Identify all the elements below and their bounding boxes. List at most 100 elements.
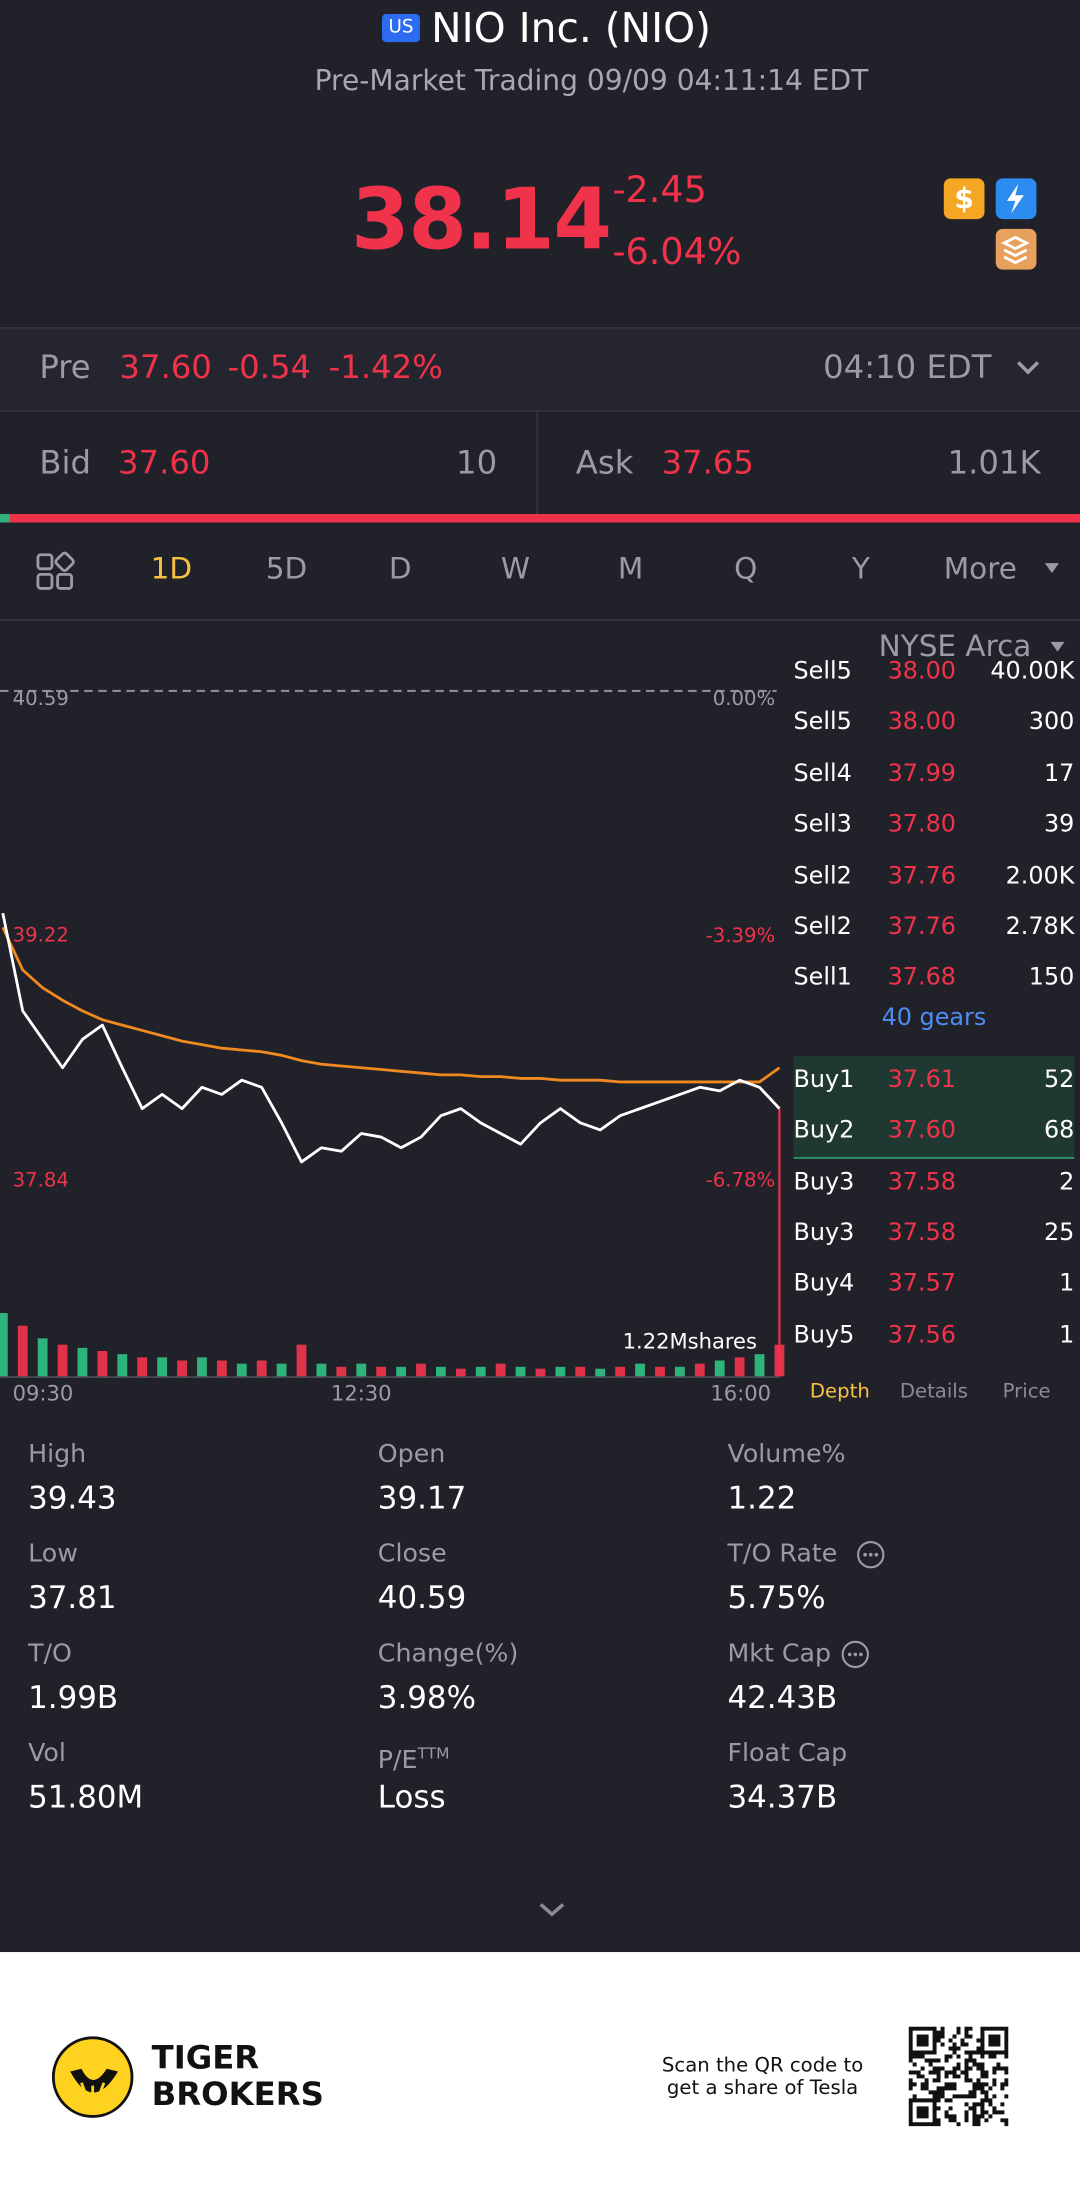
stat-value: 42.43B bbox=[727, 1680, 838, 1716]
pre-change-pct: -1.42% bbox=[328, 349, 443, 387]
dollar-icon[interactable]: $ bbox=[943, 178, 985, 220]
volume-bar bbox=[694, 1363, 705, 1377]
volume-bar bbox=[455, 1368, 466, 1377]
period-tab[interactable]: 1D bbox=[150, 552, 193, 587]
session-subtitle: Pre-Market Trading 09/09 04:11:14 EDT bbox=[314, 63, 869, 97]
dot bbox=[848, 1652, 852, 1657]
pre-chevron[interactable] bbox=[1014, 354, 1042, 382]
dot bbox=[853, 1652, 858, 1657]
flash-icon[interactable] bbox=[995, 178, 1037, 220]
ask-price: 37.65 bbox=[661, 445, 754, 482]
triangle bbox=[1050, 641, 1065, 652]
pre-time: 04:10 EDT bbox=[823, 349, 992, 387]
period-tab[interactable]: W bbox=[500, 552, 530, 587]
volume-bar bbox=[615, 1366, 626, 1377]
period-tab[interactable]: Y bbox=[851, 552, 870, 587]
volume-bar bbox=[714, 1360, 725, 1377]
footer bbox=[0, 1952, 1080, 2203]
qr-caption: get a share of Tesla bbox=[666, 2077, 859, 2100]
ask-label: Ask bbox=[575, 445, 634, 482]
stat-label: Low bbox=[28, 1539, 78, 1570]
x-tick-label: 16:00 bbox=[710, 1381, 771, 1406]
volume-bar bbox=[495, 1363, 506, 1377]
stat-value: 39.43 bbox=[28, 1481, 117, 1517]
volume-bar bbox=[595, 1368, 606, 1377]
expand-chevron[interactable] bbox=[534, 1896, 571, 1924]
period-tab[interactable]: D bbox=[388, 552, 412, 587]
pre-row bbox=[0, 328, 1080, 411]
volume-bar bbox=[416, 1363, 426, 1377]
stat-label: Open bbox=[377, 1440, 446, 1470]
book-side: Sell5 bbox=[793, 708, 852, 737]
book-price: 37.60 bbox=[887, 1116, 956, 1145]
icon-part bbox=[54, 551, 75, 572]
info-icon[interactable] bbox=[855, 1539, 886, 1570]
ask-size: 1.01K bbox=[947, 445, 1041, 482]
book-side: Sell4 bbox=[793, 759, 852, 788]
stat-label: P/ETTM bbox=[377, 1744, 450, 1776]
stat-value: Loss bbox=[377, 1780, 446, 1816]
stat-value: 37.81 bbox=[28, 1580, 117, 1616]
book-side: Sell2 bbox=[793, 861, 852, 890]
period-tab[interactable]: 5D bbox=[265, 552, 308, 587]
book-size: 52 bbox=[1043, 1065, 1075, 1094]
price-change-pct: -6.04% bbox=[612, 231, 742, 274]
book-tab[interactable]: Price bbox=[1002, 1380, 1051, 1404]
intraday-chart: 40.59 39.22 37.84 0.00% -3.39% -6.78% 09:30 12:… bbox=[0, 687, 785, 1406]
volume-bar bbox=[655, 1366, 665, 1377]
book-price: 37.50 bbox=[888, 1371, 956, 1373]
bolt bbox=[1006, 183, 1024, 214]
app-background bbox=[0, 0, 1080, 1953]
stat-label: Close bbox=[377, 1539, 447, 1570]
stat-value: 39.17 bbox=[377, 1481, 467, 1517]
volume-bar bbox=[575, 1366, 586, 1377]
volume-bar bbox=[436, 1366, 446, 1377]
book-side: Buy3 bbox=[793, 1167, 855, 1196]
book-tab[interactable]: Depth bbox=[809, 1380, 870, 1404]
volume-bar bbox=[157, 1357, 168, 1377]
bid-price: 37.60 bbox=[117, 445, 211, 482]
x-tick-label: 09:30 bbox=[13, 1381, 74, 1406]
volume-bar bbox=[117, 1354, 128, 1377]
volume-bar bbox=[515, 1366, 526, 1377]
volume-bar bbox=[256, 1360, 267, 1377]
chevron bbox=[539, 1903, 565, 1917]
volume-bar bbox=[754, 1354, 765, 1377]
stat-label: Volume% bbox=[727, 1440, 846, 1470]
y2-tick-label: -3.39% bbox=[706, 924, 776, 947]
bid-ask-ratio-bar bbox=[0, 514, 1080, 523]
qr-modules bbox=[908, 2026, 1009, 2127]
period-tab[interactable]: More bbox=[943, 552, 1017, 587]
book-side: Buy3 bbox=[793, 1218, 855, 1248]
exchange-selector[interactable]: NYSE Arca bbox=[878, 629, 1032, 664]
period-tab[interactable]: Q bbox=[734, 552, 758, 587]
x-tick-label: 12:30 bbox=[331, 1381, 392, 1406]
volume-bar bbox=[77, 1347, 88, 1377]
y2-tick-label: -6.78% bbox=[706, 1169, 776, 1192]
book-size: 1 bbox=[1059, 1321, 1075, 1350]
layout-icon[interactable] bbox=[34, 551, 76, 593]
layers bbox=[1001, 235, 1030, 265]
order-book: Sell5 38.00 40.00K Sell5 38.00 300 Sell4 37.99 1… bbox=[786, 660, 1080, 1374]
stat-value: 1.99B bbox=[28, 1680, 119, 1716]
layers-icon[interactable] bbox=[995, 228, 1037, 270]
book-size: 150 bbox=[1028, 963, 1075, 992]
price-line bbox=[1, 912, 781, 1164]
volume-bar bbox=[197, 1357, 207, 1377]
market-badge: US bbox=[382, 14, 420, 43]
triangle bbox=[1044, 563, 1059, 574]
info-circle bbox=[856, 1540, 885, 1569]
volume-bar bbox=[37, 1338, 48, 1377]
period-tab[interactable]: M bbox=[617, 552, 644, 587]
book-price: 37.58 bbox=[887, 1167, 956, 1196]
icon-part bbox=[36, 553, 54, 571]
book-tab[interactable]: Details bbox=[899, 1380, 969, 1404]
book-size: 300 bbox=[1028, 708, 1075, 737]
info-icon[interactable] bbox=[840, 1639, 871, 1670]
book-side: Buy2 bbox=[793, 1116, 855, 1145]
stat-value: 5.75% bbox=[727, 1580, 826, 1616]
volume-bar bbox=[97, 1351, 108, 1377]
book-size: 30 bbox=[786, 1371, 1074, 1373]
